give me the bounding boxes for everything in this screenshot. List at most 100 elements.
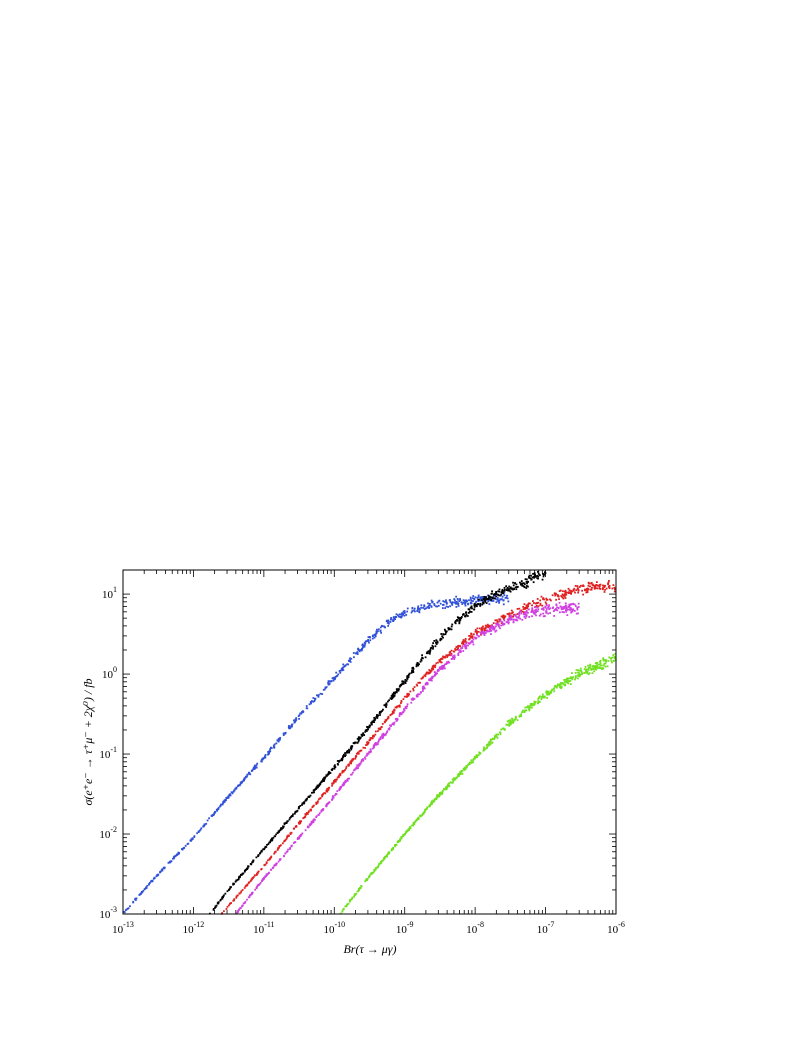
data-point bbox=[523, 583, 526, 585]
data-point bbox=[342, 783, 344, 786]
data-point bbox=[410, 701, 413, 704]
data-point bbox=[390, 713, 393, 716]
data-point bbox=[226, 905, 229, 908]
data-point bbox=[542, 615, 545, 618]
data-point bbox=[240, 890, 243, 893]
data-point bbox=[266, 843, 268, 846]
data-point bbox=[608, 656, 611, 659]
data-point bbox=[473, 603, 476, 605]
data-point bbox=[464, 614, 467, 617]
x-axis-label: Br(τ → μγ) bbox=[343, 942, 396, 956]
data-point bbox=[346, 779, 349, 782]
data-point bbox=[486, 623, 489, 626]
data-point bbox=[489, 740, 492, 743]
data-point bbox=[495, 622, 498, 625]
data-point bbox=[576, 674, 579, 677]
data-point bbox=[222, 896, 224, 899]
data-point bbox=[219, 805, 222, 808]
data-point bbox=[493, 626, 496, 629]
data-point bbox=[370, 872, 373, 875]
data-point bbox=[424, 808, 427, 811]
data-point bbox=[614, 652, 617, 655]
data-point bbox=[581, 585, 584, 587]
data-point bbox=[446, 602, 448, 605]
data-point bbox=[465, 644, 468, 647]
data-point bbox=[261, 757, 264, 760]
data-point bbox=[485, 744, 488, 746]
data-point bbox=[297, 821, 300, 824]
data-point bbox=[282, 825, 284, 828]
data-point bbox=[499, 733, 502, 736]
data-point bbox=[405, 679, 408, 682]
data-point bbox=[548, 604, 550, 607]
data-point bbox=[521, 610, 524, 613]
data-point bbox=[426, 606, 429, 608]
data-point bbox=[241, 781, 244, 783]
data-point bbox=[524, 578, 527, 581]
data-point bbox=[331, 784, 333, 787]
data-point bbox=[379, 711, 382, 714]
data-point bbox=[384, 856, 386, 858]
data-point bbox=[464, 601, 467, 604]
data-point bbox=[328, 771, 331, 773]
data-point bbox=[276, 849, 279, 851]
data-point bbox=[305, 705, 308, 707]
data-point bbox=[612, 654, 615, 656]
data-point bbox=[563, 595, 566, 598]
data-point bbox=[543, 615, 546, 617]
data-point bbox=[462, 639, 465, 641]
data-point bbox=[370, 721, 373, 724]
data-point bbox=[508, 617, 511, 619]
data-point bbox=[483, 629, 486, 631]
data-point bbox=[388, 727, 391, 729]
data-point bbox=[349, 900, 351, 902]
data-point bbox=[398, 705, 401, 708]
data-point bbox=[214, 810, 216, 813]
data-point bbox=[527, 605, 529, 608]
data-point bbox=[364, 730, 367, 733]
data-point bbox=[426, 672, 429, 674]
data-point bbox=[374, 717, 377, 720]
data-point bbox=[397, 615, 400, 618]
data-point bbox=[465, 611, 468, 614]
data-point bbox=[309, 808, 312, 811]
data-point bbox=[465, 613, 468, 616]
data-point bbox=[436, 605, 438, 608]
data-point bbox=[364, 757, 367, 760]
data-point bbox=[569, 607, 572, 609]
data-point bbox=[170, 860, 173, 863]
data-point bbox=[498, 588, 501, 591]
data-point bbox=[455, 595, 458, 598]
data-point bbox=[456, 775, 459, 778]
data-point bbox=[400, 613, 403, 616]
data-point bbox=[287, 834, 290, 837]
data-point bbox=[367, 638, 370, 641]
data-point bbox=[296, 838, 299, 841]
data-point bbox=[527, 576, 530, 578]
data-point bbox=[583, 668, 586, 671]
data-point bbox=[575, 589, 578, 591]
data-point bbox=[482, 749, 485, 752]
data-point bbox=[598, 587, 601, 590]
data-point bbox=[420, 659, 423, 662]
data-point bbox=[435, 643, 438, 645]
data-point bbox=[509, 617, 511, 620]
data-point bbox=[501, 615, 504, 617]
data-point bbox=[471, 607, 473, 610]
data-point bbox=[567, 682, 570, 685]
data-point bbox=[510, 612, 513, 615]
data-point bbox=[411, 606, 414, 609]
data-point bbox=[450, 781, 452, 784]
data-point bbox=[533, 703, 536, 706]
data-point bbox=[453, 598, 456, 600]
data-point bbox=[456, 619, 459, 621]
data-point bbox=[269, 750, 272, 753]
data-point bbox=[326, 790, 329, 793]
data-point bbox=[556, 685, 559, 687]
data-point bbox=[346, 663, 349, 666]
data-point bbox=[341, 909, 344, 912]
data-point bbox=[284, 852, 287, 855]
data-point bbox=[540, 595, 543, 598]
data-point bbox=[282, 826, 285, 829]
